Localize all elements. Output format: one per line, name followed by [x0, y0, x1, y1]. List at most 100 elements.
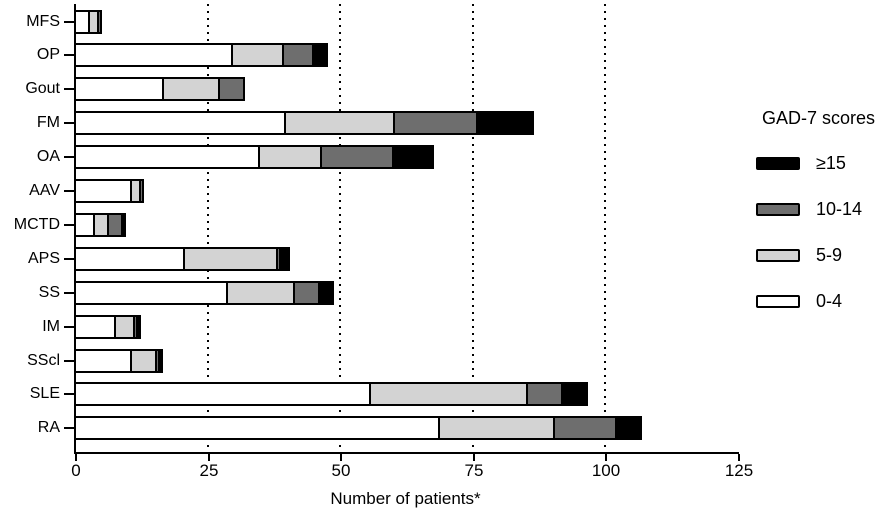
y-tick [64, 291, 74, 294]
bar-segment [74, 382, 371, 407]
legend-label: 5-9 [816, 245, 843, 265]
bar-segment [476, 111, 534, 136]
category-label: MFS [26, 12, 60, 30]
gridline [207, 4, 209, 452]
x-tick [473, 454, 475, 461]
y-tick [64, 156, 74, 159]
bar-segment [114, 314, 135, 339]
bar-segment [74, 43, 233, 68]
gridline [472, 4, 474, 452]
legend-entry: 5-9 [756, 245, 896, 265]
bar-row [74, 145, 434, 170]
gridline [604, 4, 606, 452]
bar-segment [74, 111, 286, 136]
bar-row [74, 382, 588, 407]
x-tick [738, 454, 740, 461]
x-tick [75, 454, 77, 461]
bar-row [74, 314, 141, 339]
x-tick [605, 454, 607, 461]
bar-segment [226, 280, 295, 305]
bar-row [74, 348, 163, 373]
bar-segment [312, 43, 328, 68]
bar-segment [74, 416, 440, 441]
category-label: OP [36, 46, 60, 64]
x-tick [208, 454, 210, 461]
category-label: RA [37, 419, 60, 437]
category-label: APS [27, 249, 60, 267]
legend-swatch [756, 203, 800, 216]
bar-segment [318, 280, 334, 305]
bar-row [74, 179, 144, 203]
bar-segment [183, 246, 278, 271]
bar-segment [139, 179, 144, 203]
x-tick-label: 100 [591, 461, 621, 480]
y-tick [64, 427, 74, 430]
x-tick-label: 50 [331, 461, 351, 480]
legend-swatch [756, 249, 800, 262]
bar-segment [282, 43, 314, 68]
legend: GAD-7 scores ≥15 10-14 5-9 0-4 [756, 108, 896, 339]
category-label: SScl [27, 351, 60, 369]
bar-segment [615, 416, 642, 441]
x-tick [340, 454, 342, 461]
y-tick [64, 359, 74, 362]
bar-segment [74, 314, 116, 339]
bar-segment [136, 314, 141, 339]
bar-segment [393, 111, 478, 136]
category-label: FM [36, 114, 60, 132]
bar-row [74, 43, 328, 68]
x-axis-title: Number of patients* [330, 489, 481, 508]
gridline [339, 4, 341, 452]
bar-row [74, 280, 334, 305]
y-tick [64, 54, 74, 57]
legend-label: 10-14 [816, 199, 863, 219]
x-tick-label: 0 [71, 461, 81, 480]
bar-segment [320, 145, 394, 170]
bar-segment [130, 348, 157, 373]
bar-segment [293, 280, 320, 305]
bar-segment [279, 246, 290, 271]
bar-row [74, 246, 290, 271]
bar-segment [231, 43, 284, 68]
y-tick [64, 190, 74, 192]
bar-segment [284, 111, 395, 136]
x-tick-label: 75 [464, 461, 484, 480]
legend-label: ≥15 [816, 153, 846, 173]
bar-segment [526, 382, 563, 407]
legend-title: GAD-7 scores [762, 108, 876, 128]
category-label: Gout [25, 80, 60, 98]
category-label: MCTD [13, 215, 60, 233]
legend-swatch [756, 157, 800, 170]
bar-segment [74, 348, 132, 373]
y-tick [64, 88, 74, 91]
bar-row [74, 416, 642, 441]
plot-area [74, 4, 739, 454]
bar-segment [74, 212, 95, 237]
bar-row [74, 212, 126, 237]
y-tick [64, 257, 74, 260]
bar-segment [438, 416, 555, 441]
y-tick [64, 122, 74, 125]
category-label: IM [42, 317, 60, 335]
bar-segment [258, 145, 322, 170]
bar-segment [97, 9, 102, 34]
x-tick-label: 25 [199, 461, 219, 480]
category-label: AAV [29, 182, 60, 199]
y-tick [64, 325, 74, 328]
bar-row [74, 111, 534, 136]
bar-segment [74, 77, 164, 102]
bar-row [74, 9, 102, 34]
y-tick [64, 20, 74, 23]
bar-segment [218, 77, 245, 102]
bar-segment [392, 145, 434, 170]
bar-segment [74, 246, 185, 271]
x-tick-label: 125 [724, 461, 754, 480]
category-label: SLE [29, 385, 60, 403]
bar-segment [162, 77, 220, 102]
legend-entry: ≥15 [756, 153, 896, 173]
bar-segment [561, 382, 588, 407]
legend-entry: 0-4 [756, 291, 896, 311]
bar-segment [553, 416, 617, 441]
category-label: SS [38, 283, 60, 301]
